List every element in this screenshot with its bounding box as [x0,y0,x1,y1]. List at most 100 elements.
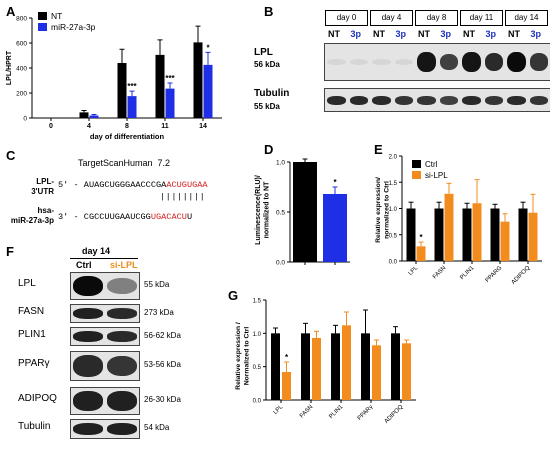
band [529,95,548,105]
lane-label: 3p [440,29,452,39]
x-tick-label-e: FASN [432,265,447,280]
lane-label: 3p [530,29,542,39]
blot-f-strip [70,272,140,300]
y-axis-label-e: normalized to Ctrl [383,181,390,239]
legend-label-a: miR-27a-3p [51,22,96,32]
mirna-label: hsa- miR-27a-3p [10,206,54,225]
bar-a [155,54,165,118]
blot-strip [324,88,550,112]
bar-g [312,338,321,400]
y-axis-label-d: normalized to NT [264,181,271,239]
day-header: day 0 [325,10,368,26]
bar-g [331,333,340,400]
bar-e [500,221,510,261]
x-tick-label-g: FASN [299,404,314,419]
bar-e [528,212,538,261]
band [462,52,481,72]
mirna-prefix: 3' - CGCCUUGAAUCGG [58,212,151,222]
band [439,53,458,71]
mirna-seed: UGACACU [150,212,187,222]
x-tick-label-d: NT [301,267,310,274]
x-tick-label-g: PPARγ [357,404,375,422]
blot-row-name: Tubulin [254,88,290,99]
panel-letter-g: G [228,288,239,303]
band [107,277,137,295]
y-axis-label-g: Normalized to Ctrl [243,327,250,386]
x-tick-label-a: 4 [87,123,91,130]
day-header: day 8 [415,10,458,26]
significance-mark-e: * [419,233,423,242]
band [107,423,137,435]
x-tick-label-e: LPL [408,265,420,277]
band [349,95,368,105]
panel-letter-f: F [6,244,14,259]
blot-f: day 14 Ctrl si-LPL LPL 55 kDa FASN 273 kDa PLIN… [0,244,230,452]
chart-d: 0.00.51.0NT 3p*Luminescence(RLU)/normaliz… [255,158,350,267]
pairing-bars: |||||||| [160,192,206,202]
targetscan-title: TargetScanHuman 7.2 [78,158,171,168]
x-tick-label-g: PLIN1 [328,404,345,421]
bar-a [79,112,89,118]
band [484,95,503,105]
chart-g: 0.0 0.5 1.0 1.5 LPL FASN PLIN1 PPARγ ADIPOQ * Rela… [235,299,416,425]
bar-g [301,333,310,400]
band [417,95,436,105]
band [507,52,526,72]
blot-row-size: 55 kDa [254,102,280,111]
blot-f-strip [70,419,140,439]
blot-f-row-size: 273 kDa [144,307,174,317]
significance-mark-a: *** [127,82,137,91]
bar-a [89,115,99,118]
blot-f-row-size: 55 kDa [144,280,170,289]
band [372,58,391,66]
bar-e [444,193,454,261]
y-tick-label-e: 2.0 [389,155,398,161]
panel-letter-d: D [264,142,274,157]
y-tick-label-a: 800 [16,16,27,23]
blot-f-row-size: 54 kDa [144,423,170,432]
bar-g [342,325,351,400]
utr-sequence: 5' - AUAGCUGGGAACCCGAACUGUGAA [58,180,208,190]
bar-a [165,88,175,118]
blot-b: day 0 day 4 day 8 day 11 day 14 NT 3p NT 3p NT 3p N… [254,0,550,140]
blot-f-row-name: ADIPOQ [18,393,57,404]
y-tick-label-a: 0 [23,116,27,123]
band [462,95,481,105]
utr-seed: ACUGUGAA [166,180,208,190]
blot-f-row-size: 53-56 kDa [144,360,181,369]
band [73,423,103,435]
bar-d [323,194,347,262]
utr-prefix: 5' - AUAGCUGGGAACCCGA [58,180,167,190]
band [107,391,137,411]
significance-mark-d: * [333,178,337,187]
band [107,331,137,342]
band [372,95,391,105]
panel-letter-a: A [6,4,16,19]
band [107,355,137,377]
blot-row-size: 56 kDa [254,60,280,69]
bar-e [490,208,500,261]
bar-d [293,162,317,262]
panel-letter-b: B [264,4,274,19]
significance-mark-a: * [206,43,210,52]
blot-strip [324,43,550,81]
bar-a [117,63,127,118]
band [107,308,137,319]
blot-f-strip [70,327,140,346]
band [529,53,548,71]
bar-g [271,333,280,400]
band [73,331,103,342]
y-tick-label-a: 600 [16,41,27,48]
bar-e [434,208,444,261]
lane-label: NT [328,29,340,39]
bar-a [127,96,137,118]
blot-f-header: day 14 [82,246,111,256]
blot-f-lane-label: Ctrl [76,260,92,270]
bar-e [472,203,482,261]
blot-row-name: LPL [254,47,273,58]
bar-e [406,208,416,261]
y-tick-label-g: 0.0 [253,399,262,405]
lpl-utr-label: LPL- 3'UTR [31,177,54,196]
y-axis-label-d: Luminescence(RLU)/ [255,175,262,245]
